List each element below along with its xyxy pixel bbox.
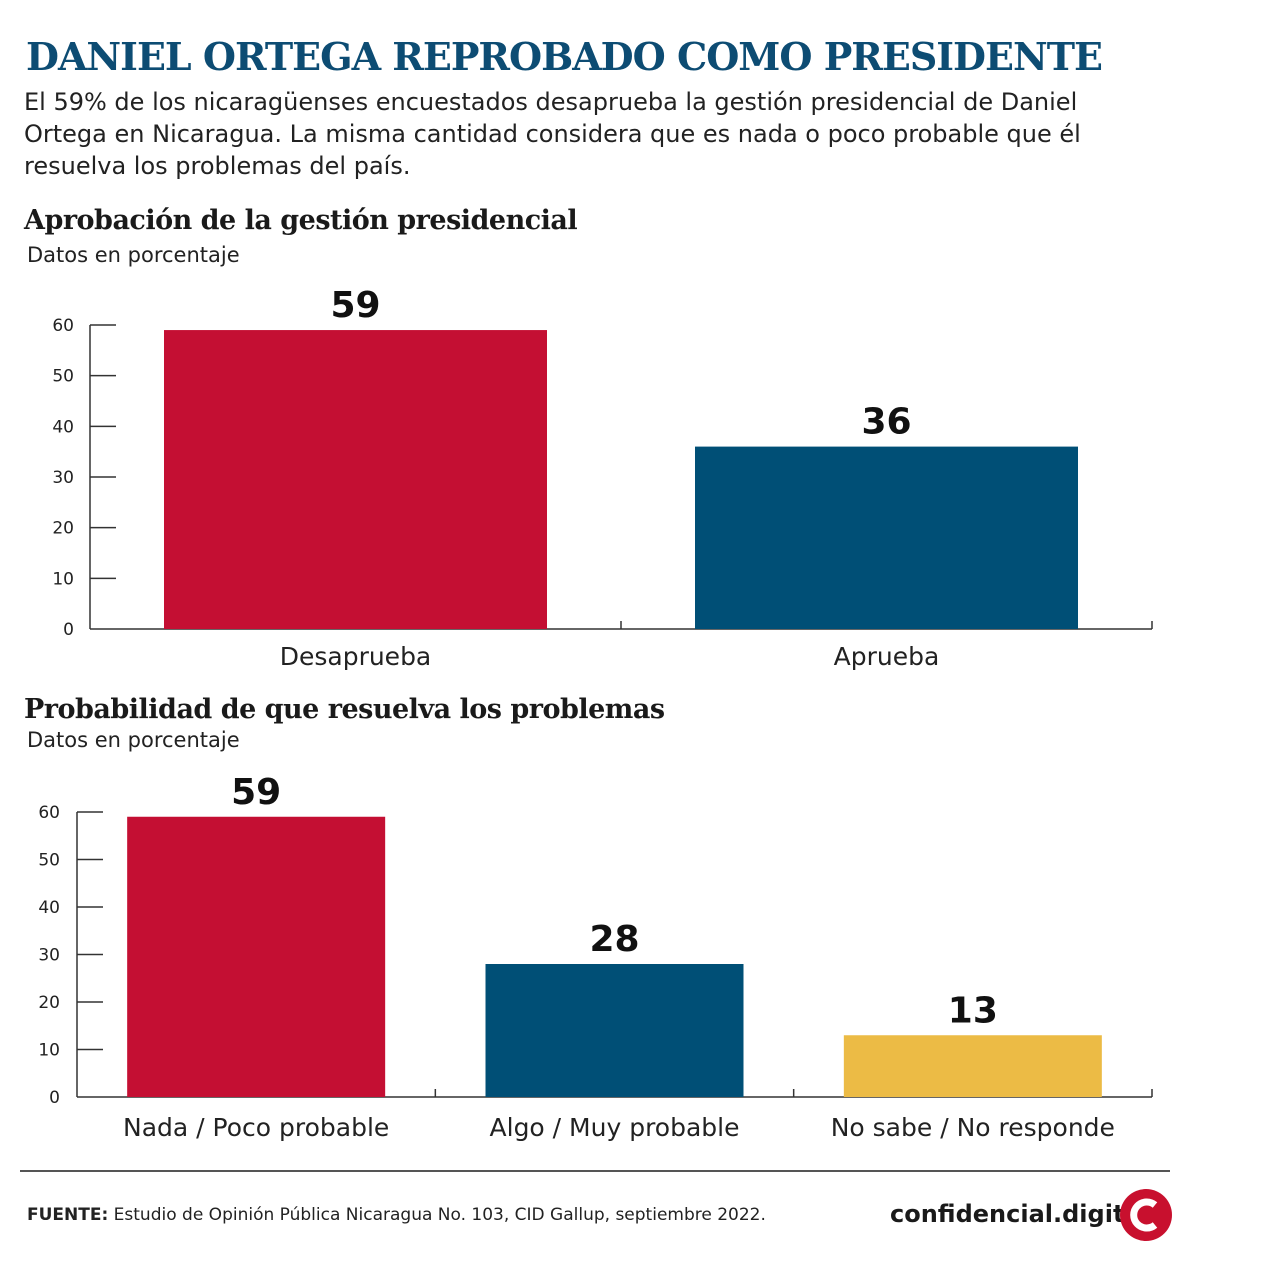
y-tick-label: 50 <box>52 367 74 387</box>
y-tick-label: 10 <box>38 1041 60 1061</box>
category-label: No sabe / No responde <box>831 1113 1115 1142</box>
y-tick-label: 0 <box>63 620 74 640</box>
category-label: Nada / Poco probable <box>123 1113 389 1142</box>
page-subtitle: El 59% de los nicaragüenses encuestados … <box>24 88 1081 180</box>
bar-value-label: 36 <box>861 402 911 443</box>
category-label: Algo / Muy probable <box>490 1113 740 1142</box>
y-tick-label: 40 <box>52 417 74 437</box>
bar-value-label: 59 <box>330 285 380 326</box>
source-label: FUENTE: <box>27 1205 109 1225</box>
bar <box>127 816 386 1097</box>
y-tick-label: 0 <box>49 1088 60 1108</box>
bar <box>843 1035 1102 1097</box>
chart-2-unit-label: Datos en porcentaje <box>27 728 240 752</box>
y-tick-label: 40 <box>38 898 60 918</box>
confidencial-c-logo-icon <box>1120 1189 1172 1241</box>
chart-1-title: Aprobación de la gestión presidencial <box>24 205 578 236</box>
chart-1-unit-label: Datos en porcentaje <box>27 243 240 267</box>
y-tick-label: 60 <box>52 316 74 336</box>
category-label: Desaprueba <box>280 642 432 671</box>
source-text: Estudio de Opinión Pública Nicaragua No.… <box>113 1205 766 1225</box>
y-tick-label: 20 <box>38 993 60 1013</box>
bar <box>164 330 547 629</box>
bar <box>695 446 1078 629</box>
bar <box>485 964 744 1097</box>
probability-bar-chart: 0 10 20 30 40 50 60 59 Nada / Poco probable 28 Alg… <box>38 772 1153 1142</box>
footer-divider <box>20 1170 1170 1172</box>
approval-bar-chart: 0 10 20 30 40 50 60 59 Desaprueba 36 Aprueba <box>52 285 1153 671</box>
y-tick-label: 50 <box>38 851 60 871</box>
chart-2-title: Probabilidad de que resuelva los problem… <box>24 694 665 725</box>
bar-value-label: 59 <box>231 772 281 813</box>
page-title: DANIEL ORTEGA REPROBADO COMO PRESIDENTE <box>26 34 1103 79</box>
y-tick-label: 10 <box>52 569 74 589</box>
y-tick-label: 60 <box>38 803 60 823</box>
y-tick-label: 20 <box>52 519 74 539</box>
bar-value-label: 28 <box>589 919 639 960</box>
category-label: Aprueba <box>834 642 940 671</box>
bar-value-label: 13 <box>948 990 998 1031</box>
source-note: FUENTE: Estudio de Opinión Pública Nicar… <box>27 1205 766 1225</box>
y-tick-label: 30 <box>52 468 74 488</box>
brand-name: confidencial.digital <box>890 1200 1149 1228</box>
y-tick-label: 30 <box>38 946 60 966</box>
